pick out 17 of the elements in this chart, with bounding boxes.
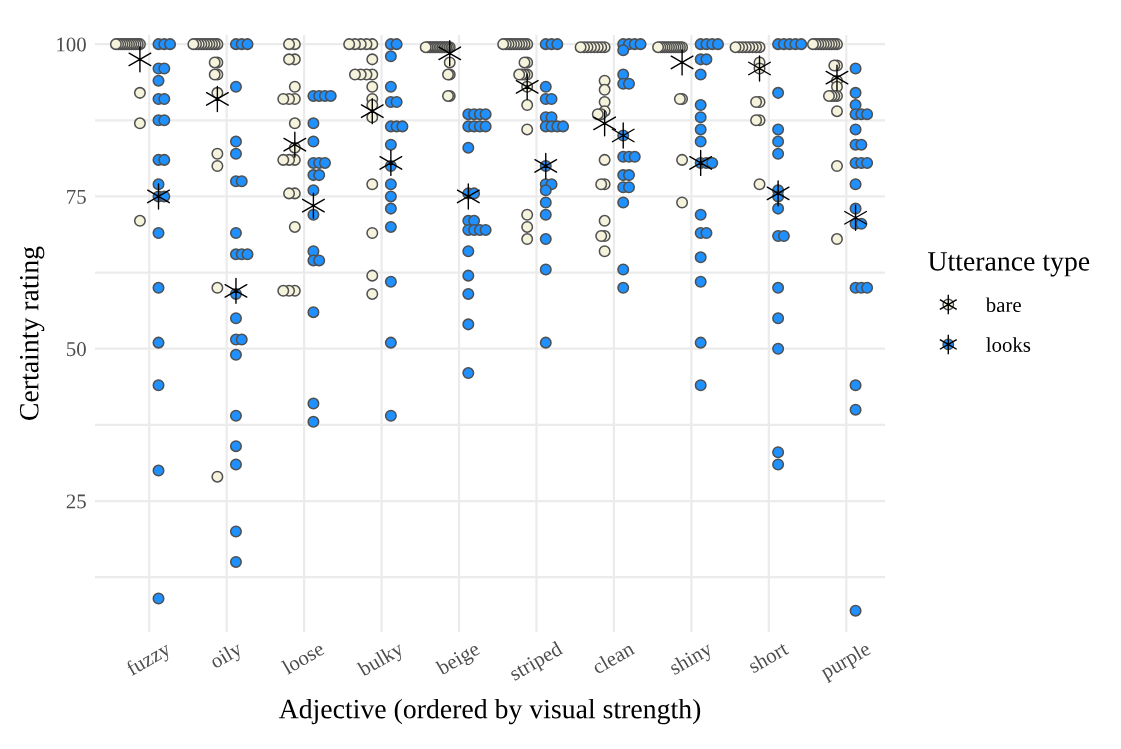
x-tick-label: loose [280, 640, 326, 675]
legend-label: looks [986, 337, 1031, 352]
y-tick-label: 75 [67, 190, 86, 204]
y-tick-label: 50 [67, 342, 86, 357]
x-tick-label: oily [208, 640, 246, 673]
x-axis-title: Adjective (ordered by visual strength) [278, 698, 701, 725]
y-tick-label: 25 [66, 494, 86, 509]
legend-label: bare [985, 297, 1021, 313]
y-tick-label: 100 [57, 37, 86, 52]
x-tick-label: bulky [356, 640, 407, 681]
y-axis-title: Certainty rating [19, 246, 45, 420]
x-tick-label: fuzzy [124, 640, 174, 680]
x-tick-label: short [746, 640, 790, 674]
x-tick-label: clean [590, 640, 636, 675]
x-tick-label: beige [434, 640, 483, 680]
x-tick-label: shiny [667, 640, 716, 679]
legend-title: Utterance type [928, 252, 1090, 277]
